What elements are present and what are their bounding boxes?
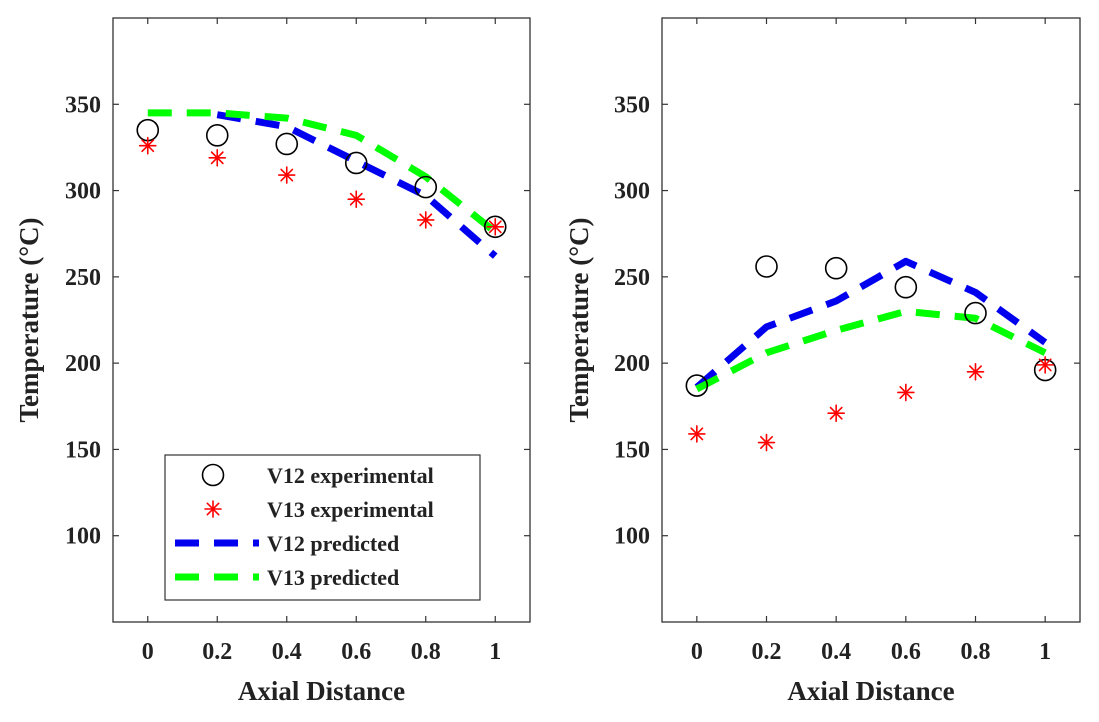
panel1-point-v13-experimental-stroke xyxy=(210,151,224,165)
panel2-point-v13-experimental-stroke xyxy=(1038,358,1052,372)
panel1-series-v12-experimental xyxy=(136,118,507,239)
panel2-xtick-label: 1 xyxy=(1039,639,1051,665)
panel1-point-v13-experimental-stroke xyxy=(280,168,294,182)
panel1-xtick-label: 0.2 xyxy=(202,639,232,665)
panel1-series-v13-predicted xyxy=(147,109,498,235)
panel1-point-v13-experimental-stroke xyxy=(488,220,502,234)
panel1-xtick-label: 0.6 xyxy=(341,639,371,665)
panel2-point-v13-experimental-stroke xyxy=(760,436,773,449)
panel1-point-v12-experimental xyxy=(205,124,229,147)
panel2-series-v13-experimental xyxy=(688,356,1054,452)
panel2-ytick-label: 150 xyxy=(614,437,650,463)
panel1-point-v13-experimental xyxy=(138,136,157,155)
panel2-point-v12-experimental xyxy=(964,301,987,325)
panel2-point-v12-experimental xyxy=(685,374,709,397)
panel2-plot: 100 150 200 250 300 350 0 0.2 0.4 0.6 0.8 1 Axial Di… xyxy=(564,17,1081,706)
panel2-x-axis-label: Axial Distance xyxy=(787,676,954,706)
panel2-point-v13-experimental-stroke xyxy=(829,406,843,420)
panel1-x-axis-label: Axial Distance xyxy=(238,676,405,706)
panel2-point-v13-experimental-stroke xyxy=(899,386,913,399)
panel2-y-axis-label: Temperature (°C) xyxy=(564,217,594,422)
panel2-ytick-label: 350 xyxy=(614,92,650,118)
panel2-ytick-label: 300 xyxy=(614,179,650,205)
panel1-legend: V12 experimental V13 experimental V12 pred… xyxy=(164,454,481,601)
panel2-point-v13-experimental-stroke xyxy=(969,365,982,379)
panel1-point-v12-experimental xyxy=(483,215,507,239)
legend-symbol-v12-experimental xyxy=(201,463,225,487)
legend-marker-v13-experimental xyxy=(204,500,222,518)
panel2-ytick-label: 250 xyxy=(614,265,650,291)
panel2-point-v13-experimental xyxy=(827,404,845,422)
panel2-point-v13-experimental xyxy=(897,383,915,402)
panel2-point-v13-experimental xyxy=(688,425,706,443)
legend-label-v12-experimental: V12 experimental xyxy=(267,463,434,488)
panel1-point-v12-experimental xyxy=(414,175,438,199)
panel1-xtick-label: 0 xyxy=(142,639,154,665)
panel2-xtick-label: 0.4 xyxy=(821,639,851,665)
panel1-point-v13-experimental xyxy=(208,148,227,167)
panel1-xtick-label: 1 xyxy=(489,639,501,665)
panel2-ytick-label: 100 xyxy=(614,524,650,550)
panel1-ytick-label: 300 xyxy=(65,179,101,205)
panel1-point-v12-experimental xyxy=(344,151,368,175)
panel2-point-v12-experimental xyxy=(824,256,848,280)
panel1-point-v13-experimental xyxy=(416,211,435,229)
panel2-xtick-label: 0.6 xyxy=(891,639,921,665)
panel1-xtick-label: 0.4 xyxy=(272,639,302,665)
panel1-point-v13-experimental-stroke xyxy=(419,213,433,227)
legend-symbol-v13-experimental xyxy=(204,500,222,518)
panel1-point-v13-experimental-stroke xyxy=(349,192,363,206)
panel2-point-v12-experimental xyxy=(894,275,918,299)
panel2-xtick-label: 0.2 xyxy=(752,639,782,665)
panel1-point-v12-experimental xyxy=(275,132,299,156)
legend-marker-v12-experimental xyxy=(201,463,225,487)
legend-label-v13-predicted: V13 predicted xyxy=(267,565,399,590)
panel1-series-v13-experimental xyxy=(138,136,505,236)
legend-marker-v13-experimental-stroke xyxy=(206,502,220,516)
panel2-ytick-label: 200 xyxy=(614,351,650,377)
panel2-xtick-label: 0 xyxy=(691,639,703,665)
panel2-point-v13-experimental xyxy=(757,433,776,452)
panel2-point-v13-experimental-stroke xyxy=(690,427,704,441)
panel2-point-v13-experimental xyxy=(1036,356,1054,374)
panel2-point-v12-experimental xyxy=(755,255,778,278)
panel2-xtick-label: 0.8 xyxy=(961,639,991,665)
legend-label-v13-experimental: V13 experimental xyxy=(267,497,434,522)
panel1-series-v12-predicted xyxy=(216,111,498,259)
panel1-ytick-label: 200 xyxy=(65,351,101,377)
panel2-series-v12-predicted xyxy=(694,257,1048,390)
legend-label-v12-predicted: V12 predicted xyxy=(267,531,399,556)
panel1-plot: 100 150 200 250 300 350 0 0.2 0.4 0.6 0.8 1 Axial Di… xyxy=(14,17,531,706)
panel1-point-v13-experimental xyxy=(486,218,505,236)
panel1-xtick-label: 0.8 xyxy=(411,639,441,665)
panel1-y-axis-label: Temperature (°C) xyxy=(14,217,44,422)
panel2-point-v13-experimental xyxy=(966,362,985,381)
panel1-point-v13-experimental-stroke xyxy=(141,139,155,153)
panel1-ytick-label: 250 xyxy=(65,265,101,291)
panel1-point-v13-experimental xyxy=(277,166,296,184)
panel1-ytick-label: 150 xyxy=(65,437,101,463)
panel1-point-v13-experimental xyxy=(347,190,366,208)
panel1-ytick-label: 100 xyxy=(65,524,101,550)
panel1-ytick-label: 350 xyxy=(65,92,101,118)
